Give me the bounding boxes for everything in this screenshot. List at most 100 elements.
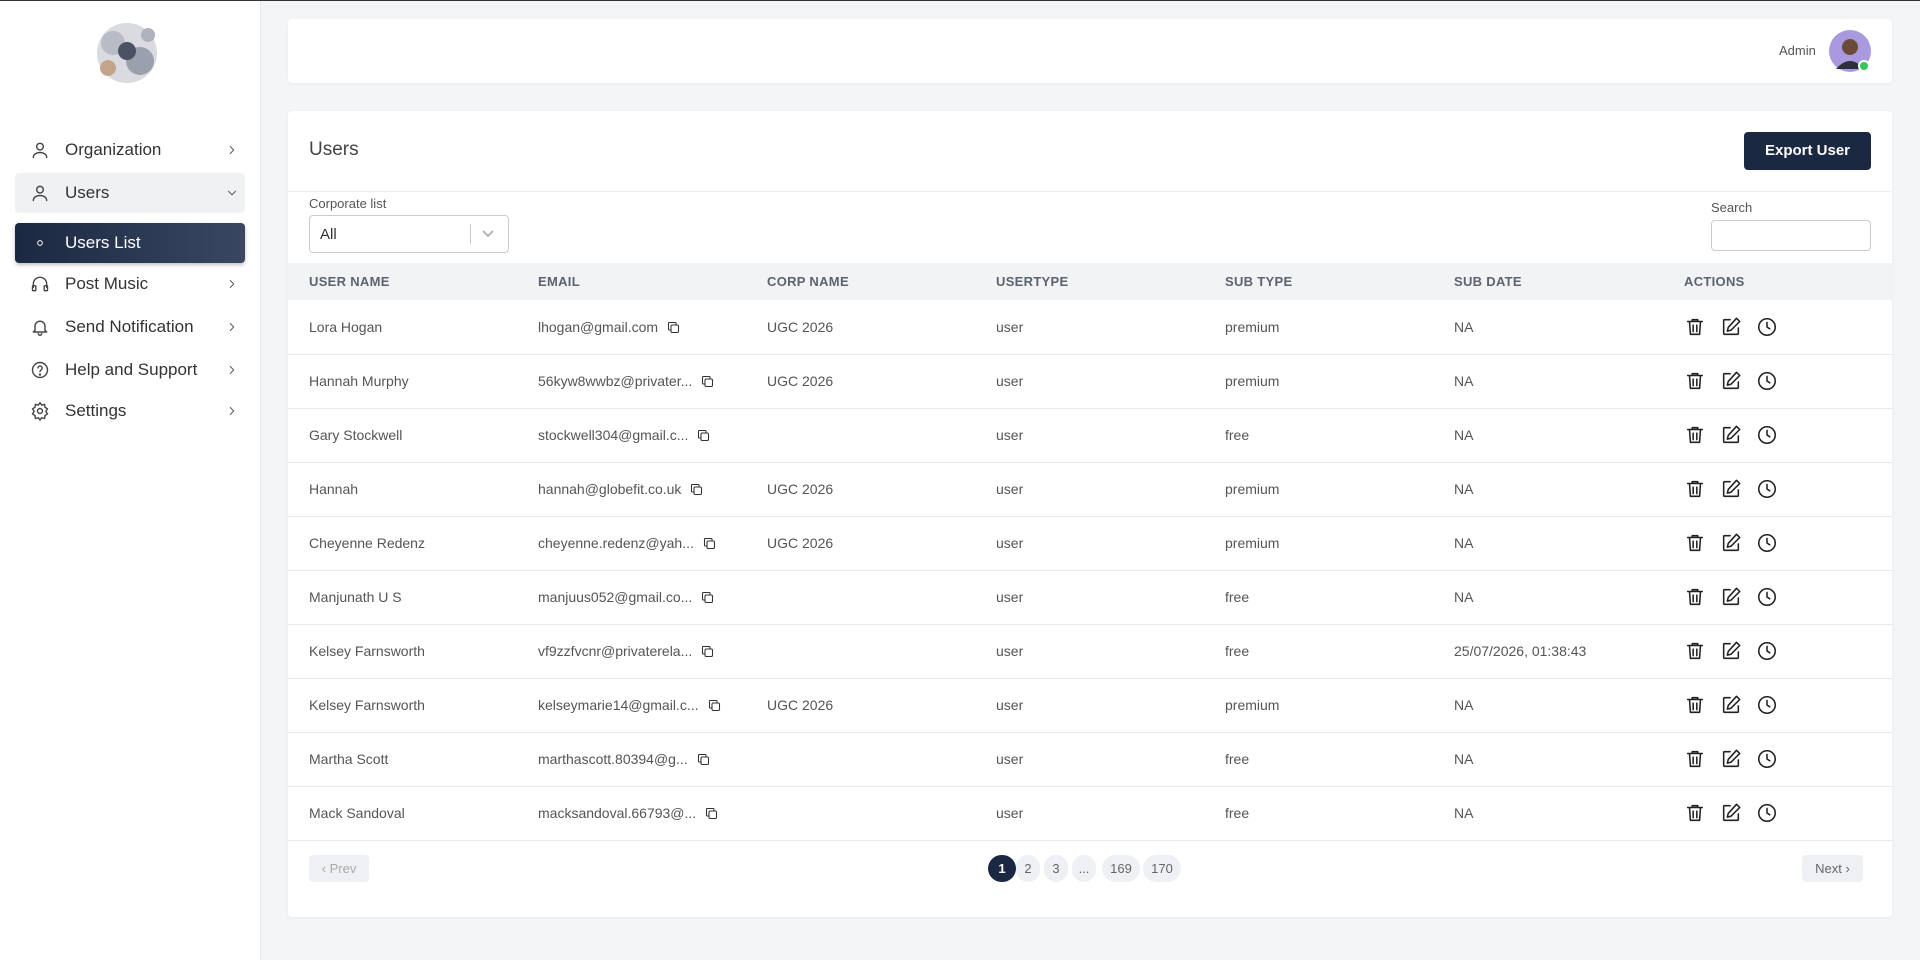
clock-action[interactable] <box>1756 640 1778 662</box>
table-cell: vf9zzfvcnr@privaterela... <box>538 643 693 659</box>
copy-icon[interactable] <box>700 644 715 659</box>
nav-chevron <box>229 407 235 415</box>
trash-action[interactable] <box>1684 640 1706 662</box>
trash-action[interactable] <box>1684 586 1706 608</box>
table-cell: UGC 2026 <box>767 481 834 497</box>
nav-icon <box>32 320 48 336</box>
edit-action[interactable] <box>1720 748 1742 770</box>
table-cell: marthascott.80394@g... <box>538 751 688 767</box>
table-row: Lora Hogan lhogan@gmail.com UGC 2026 user pr… <box>288 300 1892 355</box>
nav-label: Help and Support <box>65 360 198 379</box>
clock-action[interactable] <box>1756 370 1778 392</box>
filter-label: Corporate list <box>309 196 387 211</box>
table-cell: free <box>1225 427 1250 443</box>
edit-action[interactable] <box>1720 370 1742 392</box>
nav-item[interactable]: Post Music <box>15 264 245 304</box>
trash-action[interactable] <box>1684 370 1706 392</box>
column-header: USERTYPE <box>996 274 1069 289</box>
select-chevron <box>482 230 494 238</box>
nav-icon <box>31 401 49 421</box>
table-row: Hannah hannah@globefit.co.uk UGC 2026 user p… <box>288 462 1892 517</box>
trash-action[interactable] <box>1684 478 1706 500</box>
table-row: Kelsey Farnsworth kelseymarie14@gmail.c..… <box>288 678 1892 733</box>
clock-action[interactable] <box>1756 478 1778 500</box>
nav-chevron <box>228 190 236 196</box>
table-cell: Manjunath U S <box>309 589 402 605</box>
copy-icon[interactable] <box>696 752 711 767</box>
table-row: Cheyenne Redenz cheyenne.redenz@yah... UGC… <box>288 516 1892 571</box>
trash-action[interactable] <box>1684 802 1706 824</box>
table-cell: free <box>1225 643 1250 659</box>
copy-icon[interactable] <box>689 482 704 497</box>
page-title: Users <box>309 139 359 160</box>
clock-action[interactable] <box>1756 802 1778 824</box>
nav-item[interactable]: Send Notification <box>15 307 245 347</box>
trash-action[interactable] <box>1684 532 1706 554</box>
copy-icon[interactable] <box>702 536 717 551</box>
copy-icon[interactable] <box>666 320 681 335</box>
table-cell: NA <box>1454 319 1474 335</box>
clock-action[interactable] <box>1756 316 1778 338</box>
edit-action[interactable] <box>1720 640 1742 662</box>
corporate-select[interactable]: All <box>309 215 509 253</box>
table-cell: cheyenne.redenz@yah... <box>538 535 694 551</box>
copy-icon[interactable] <box>700 374 715 389</box>
clock-action[interactable] <box>1756 586 1778 608</box>
search-input[interactable] <box>1711 220 1871 251</box>
avatar[interactable] <box>1828 29 1874 75</box>
nav-item[interactable]: Users <box>15 173 245 213</box>
top-bar: Admin <box>288 19 1892 83</box>
table-row: Hannah Murphy 56kyw8wwbz@privater... UGC 2… <box>288 354 1892 409</box>
nav-item[interactable]: Users List <box>15 223 245 263</box>
table-cell: Mack Sandoval <box>309 805 405 821</box>
select-value: All <box>320 226 337 243</box>
copy-icon[interactable] <box>700 590 715 605</box>
trash-action[interactable] <box>1684 748 1706 770</box>
column-header: ACTIONS <box>1684 274 1745 289</box>
edit-action[interactable] <box>1720 478 1742 500</box>
table-cell: premium <box>1225 373 1280 389</box>
table-cell: Gary Stockwell <box>309 427 403 443</box>
table-cell: premium <box>1225 535 1280 551</box>
table-cell: user <box>996 319 1024 335</box>
clock-action[interactable] <box>1756 748 1778 770</box>
copy-icon[interactable] <box>704 806 719 821</box>
trash-action[interactable] <box>1684 694 1706 716</box>
table-body: Lora Hogan lhogan@gmail.com UGC 2026 user pr… <box>288 300 1892 841</box>
copy-icon[interactable] <box>707 698 722 713</box>
table-cell: NA <box>1454 751 1474 767</box>
table-cell: NA <box>1454 589 1474 605</box>
nav-chevron <box>229 280 235 288</box>
nav-item[interactable]: Help and Support <box>15 350 245 390</box>
edit-action[interactable] <box>1720 586 1742 608</box>
clock-action[interactable] <box>1756 694 1778 716</box>
edit-action[interactable] <box>1720 802 1742 824</box>
nav-label: Users List <box>65 233 141 252</box>
edit-action[interactable] <box>1720 424 1742 446</box>
edit-action[interactable] <box>1720 316 1742 338</box>
table-cell: premium <box>1225 697 1280 713</box>
clock-action[interactable] <box>1756 424 1778 446</box>
table-cell: user <box>996 589 1024 605</box>
nav-item[interactable]: Organization <box>15 130 245 170</box>
nav-item[interactable]: Settings <box>15 391 245 431</box>
trash-action[interactable] <box>1684 424 1706 446</box>
edit-action[interactable] <box>1720 532 1742 554</box>
column-header: SUB TYPE <box>1225 274 1293 289</box>
nav-label: Organization <box>65 140 162 159</box>
table-cell: user <box>996 697 1024 713</box>
nav-chevron <box>229 146 235 154</box>
table-cell: premium <box>1225 481 1280 497</box>
export-button[interactable]: Export User <box>1744 132 1871 170</box>
copy-icon[interactable] <box>696 428 711 443</box>
table-cell: NA <box>1454 535 1474 551</box>
table-cell: 25/07/2026, 01:38:43 <box>1454 643 1587 659</box>
edit-action[interactable] <box>1720 694 1742 716</box>
table-row: Gary Stockwell stockwell304@gmail.c... use… <box>288 408 1892 463</box>
table-cell: user <box>996 535 1024 551</box>
clock-action[interactable] <box>1756 532 1778 554</box>
table-cell: premium <box>1225 319 1280 335</box>
table-cell: user <box>996 643 1024 659</box>
trash-action[interactable] <box>1684 316 1706 338</box>
